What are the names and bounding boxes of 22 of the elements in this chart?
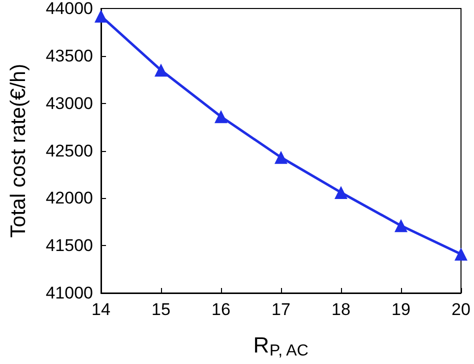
x-tick-label: 17	[272, 300, 290, 319]
x-tick-label: 16	[212, 300, 230, 319]
x-tick-label: 18	[332, 300, 350, 319]
y-tick-label: 41000	[46, 284, 93, 302]
point	[454, 248, 468, 261]
point	[154, 64, 168, 77]
x-tick-label: 20	[452, 300, 470, 319]
point	[94, 10, 108, 23]
y-tick-label: 42500	[46, 141, 93, 160]
point	[274, 150, 288, 164]
y-axis-title: Total cost rate(€/h)	[7, 64, 30, 238]
point	[334, 186, 348, 199]
y-tick-label: 41500	[46, 236, 93, 256]
y-tick-label: 44000	[46, 0, 93, 18]
point	[214, 110, 228, 124]
y-tick-label: 43000	[46, 94, 93, 113]
x-tick-label: 19	[392, 300, 410, 319]
x-tick-label: 14	[92, 300, 110, 319]
x-tick-label: 15	[152, 300, 170, 319]
point	[394, 219, 408, 232]
y-tick-label: 43500	[46, 46, 93, 66]
y-tick-label: 42000	[46, 188, 93, 208]
